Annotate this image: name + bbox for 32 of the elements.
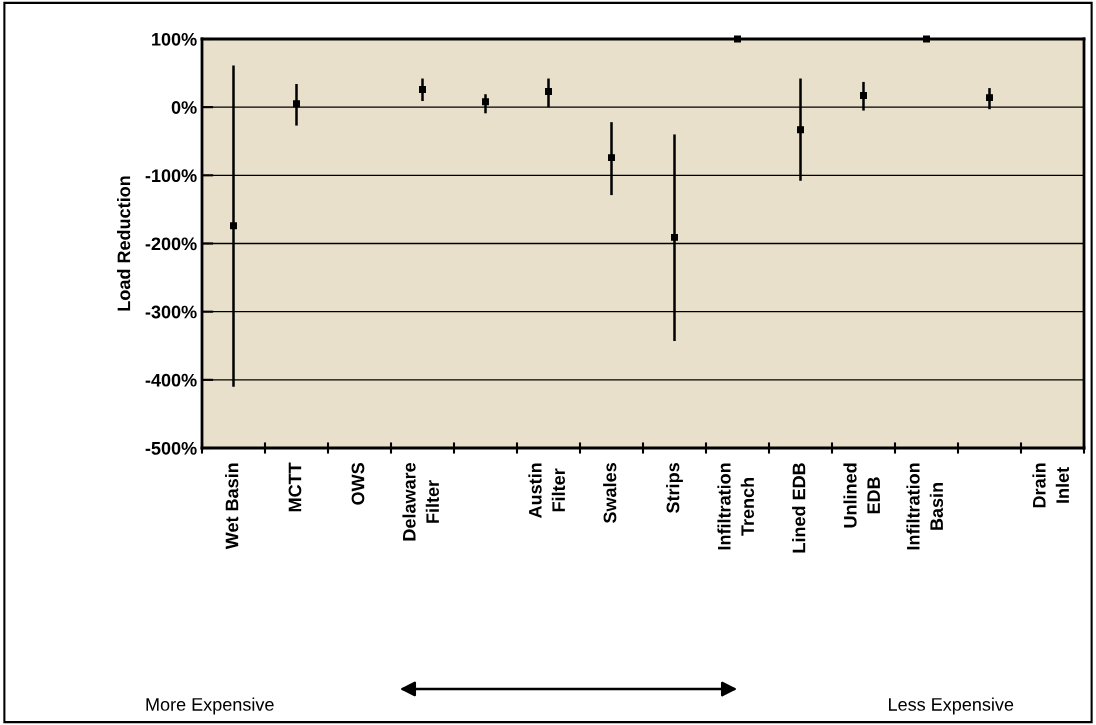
y-tick-label: 0% [171, 101, 197, 114]
y-tick-label: -300% [145, 305, 197, 319]
point [230, 222, 237, 230]
x-tick-label: Delaware Filter [402, 462, 440, 541]
y-tick-label: -400% [145, 373, 197, 387]
x-tick-label: Infiltration Basin [906, 463, 944, 550]
point [797, 126, 804, 134]
x-tick-label: OWS [351, 463, 365, 505]
x-tick-label: Wet Basin [225, 463, 239, 550]
y-tick-label: -500% [145, 441, 197, 455]
point [419, 85, 426, 93]
x-tick-label: Swales [603, 463, 617, 524]
x-tick-label: Drain Inlet [1032, 463, 1070, 508]
x-tick-label: Unlined EDB [843, 463, 880, 528]
x-tick-label: Infiltration Trench [717, 463, 755, 550]
point [608, 154, 615, 162]
text: More Expensive [146, 697, 274, 715]
point [671, 233, 678, 241]
point [860, 92, 867, 100]
y-axis-title: Load Reduction [117, 176, 131, 311]
point [986, 94, 993, 102]
x-tick-label: Lined EDB [792, 463, 806, 553]
text: Less Expensive [889, 697, 1014, 715]
point [545, 88, 552, 95]
x-tick-label: Strips [666, 463, 683, 513]
point [293, 100, 300, 108]
y-tick-label: 100% [152, 32, 197, 46]
y-tick-label: -100% [145, 169, 197, 183]
x-tick-label: MCTT [288, 462, 302, 512]
y-tick-label: -200% [145, 237, 197, 251]
point [482, 98, 489, 106]
x-tick-label: Austin Filter [528, 463, 566, 519]
